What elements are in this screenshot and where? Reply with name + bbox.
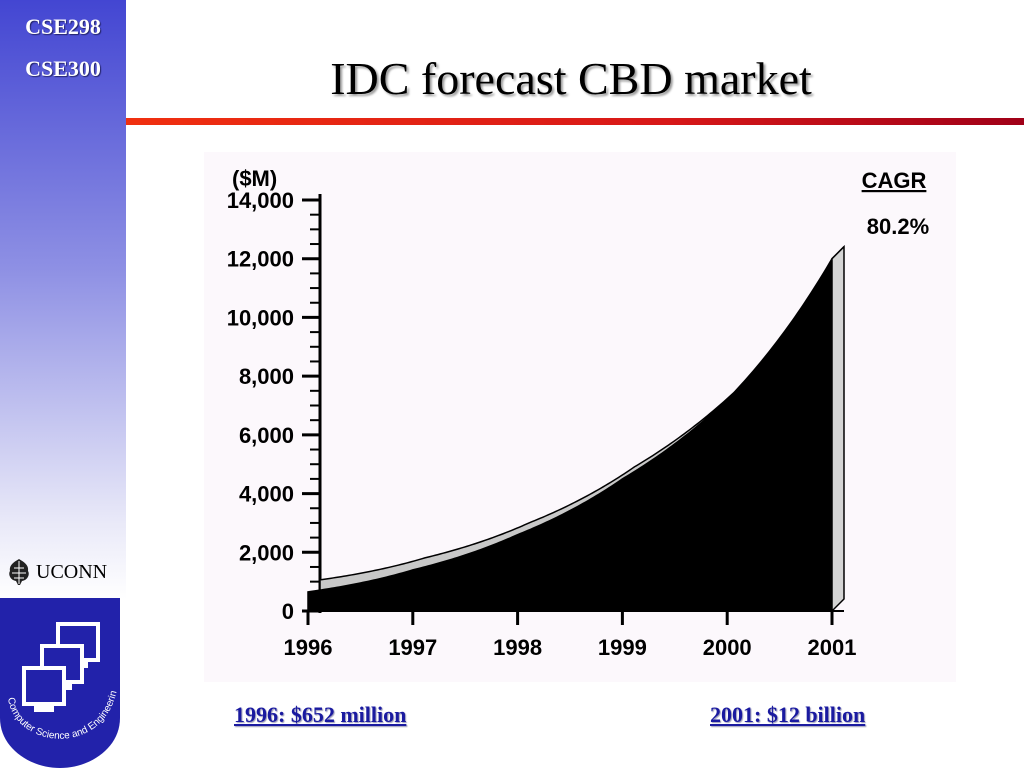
y-tick-label: 2,000 <box>239 540 294 565</box>
y-tick-label: 6,000 <box>239 423 294 448</box>
caption-end-value: 2001: $12 billion <box>710 702 866 727</box>
course-code-1: CSE298 <box>25 14 101 39</box>
chart-frame: 0 2,000 4,000 6,000 8,000 10,000 12,000 14,000(… <box>204 152 956 682</box>
y-tick-label: 10,000 <box>227 305 294 330</box>
area-right-face <box>831 244 845 613</box>
sidebar: CSE298 CSE300 UCONN Computer Science and… <box>0 0 126 768</box>
legend-value: 80.2% <box>867 214 929 239</box>
x-tick-label: 2000 <box>703 635 752 660</box>
page-title: IDC forecast CBD market <box>330 53 812 104</box>
caption-start-value: 1996: $652 million <box>234 702 407 727</box>
cse-seal-icon: Computer Science and Engineering <box>0 598 120 768</box>
market-area-chart: 0 2,000 4,000 6,000 8,000 10,000 12,000 14,000(… <box>227 166 929 660</box>
x-tick-label: 1998 <box>493 635 542 660</box>
x-tick-label: 1999 <box>598 635 647 660</box>
y-tick-label: 4,000 <box>239 482 294 507</box>
y-axis-label: ($M) <box>232 166 277 191</box>
y-tick-label: 0 <box>282 599 294 624</box>
uconn-wordmark: UCONN <box>36 560 108 583</box>
y-tick-label: 12,000 <box>227 247 294 272</box>
oak-leaf-icon <box>9 559 29 585</box>
title-divider <box>126 118 1024 125</box>
course-code-2: CSE300 <box>25 56 101 81</box>
legend-heading: CAGR <box>862 168 927 193</box>
x-tick-label: 1996 <box>284 635 333 660</box>
x-tick-label: 2001 <box>808 635 857 660</box>
uconn-logo: UCONN <box>6 558 122 586</box>
y-tick-label: 8,000 <box>239 364 294 389</box>
y-tick-label: 14,000 <box>227 188 294 213</box>
area-series <box>308 258 832 611</box>
x-tick-label: 1997 <box>388 635 437 660</box>
